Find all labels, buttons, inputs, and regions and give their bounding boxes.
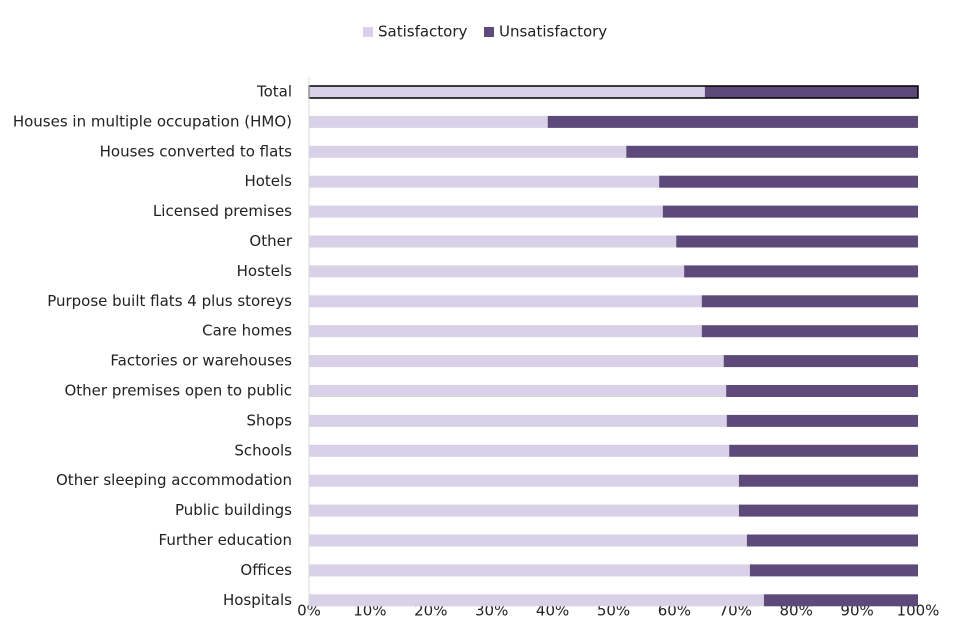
bar-segment: [309, 504, 739, 517]
bar-segment: [309, 115, 548, 128]
bar-segment: [309, 295, 702, 308]
bar-segment: [309, 594, 764, 607]
y-tick-label: Factories or warehouses: [110, 352, 292, 370]
y-tick-label: Other sleeping accommodation: [56, 471, 292, 489]
bar-segment: [309, 145, 627, 158]
y-tick-label: Total: [256, 83, 292, 101]
bar-segment: [749, 564, 918, 577]
y-tick-label: Licensed premises: [153, 202, 292, 220]
bar-segment: [701, 295, 918, 308]
bar-segment: [662, 205, 918, 218]
bar-segment: [763, 594, 918, 607]
legend-swatch: [363, 27, 373, 37]
bar-segment: [309, 355, 724, 368]
bar-segment: [626, 145, 918, 158]
bar-segment: [309, 205, 663, 218]
bar-segment: [309, 474, 739, 487]
bar-segment: [309, 86, 705, 98]
bar-segment: [726, 385, 918, 397]
y-tick-label: Shops: [246, 411, 292, 429]
y-tick-label: Purpose built flats 4 plus storeys: [47, 292, 292, 310]
y-tick-label: Hospitals: [223, 591, 292, 609]
bar-segment: [701, 325, 918, 338]
y-tick-label: Offices: [240, 561, 292, 579]
bar-segment: [659, 175, 918, 188]
legend-swatch: [484, 27, 494, 37]
y-tick-label: Hotels: [244, 172, 292, 190]
y-tick-label: Public buildings: [175, 501, 292, 519]
bar-segment: [684, 265, 918, 278]
bar-segment: [738, 474, 918, 487]
y-tick-label: Care homes: [202, 322, 292, 340]
y-tick-label: Other premises open to public: [64, 382, 292, 400]
bar-segment: [726, 414, 918, 427]
bar-segment: [676, 235, 918, 248]
y-tick-label: Houses in multiple occupation (HMO): [13, 112, 292, 130]
bar-segment: [309, 325, 702, 338]
bar-segment: [729, 444, 918, 457]
bar-segment: [309, 444, 730, 457]
y-tick-label: Other: [249, 232, 292, 250]
bar-segment: [309, 235, 677, 248]
bar-segment: [746, 534, 918, 547]
legend-label: Unsatisfactory: [499, 23, 607, 41]
bar-segment: [723, 355, 918, 368]
legend-label: Satisfactory: [378, 23, 468, 41]
y-tick-label: Hostels: [237, 262, 293, 280]
bar-segment: [309, 175, 660, 188]
bar-segment: [309, 564, 750, 577]
bar-segment: [309, 414, 727, 427]
bar-segment: [738, 504, 918, 517]
bar-segment: [704, 86, 918, 98]
y-tick-label: Houses converted to flats: [100, 142, 293, 160]
bar-segment: [547, 115, 918, 128]
bar-segment: [309, 534, 747, 547]
y-tick-label: Schools: [234, 441, 292, 459]
y-tick-label: Further education: [159, 531, 292, 549]
bar-segment: [309, 265, 685, 278]
bar-segment: [309, 385, 727, 397]
